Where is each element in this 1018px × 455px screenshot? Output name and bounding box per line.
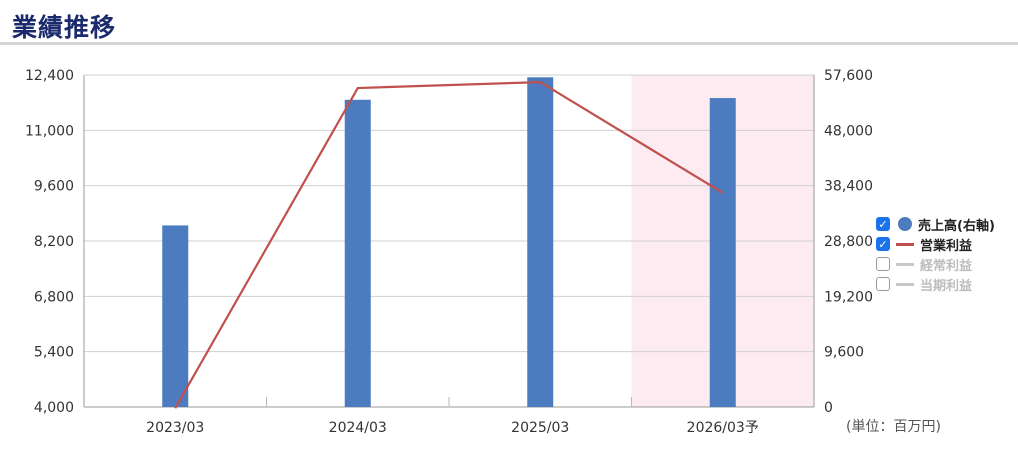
sales-bar [709,98,736,408]
sales-checkbox[interactable]: ✓ [876,217,890,231]
legend-item-operating-profit[interactable]: ✓ 営業利益 [876,234,995,254]
left-axis-tick-label: 8,200 [34,234,74,250]
chart-legend: ✓ 売上高(右軸) ✓ 営業利益 経常利益 当期利益 [876,214,995,294]
left-axis-tick-label: 9,600 [34,179,74,195]
x-axis-tick-label: 2026/03予 [687,420,759,436]
right-axis-tick-label: 9,600 [824,345,864,361]
right-axis-tick-label: 48,000 [824,123,873,139]
left-axis-tick-label: 11,000 [25,123,74,139]
net-profit-checkbox[interactable] [876,277,890,291]
sales-dot-icon [898,217,912,231]
right-axis-tick-label: 0 [824,400,833,416]
sales-bar [527,77,554,408]
operating-profit-line [174,81,724,409]
left-axis-tick-label: 6,800 [34,289,74,305]
left-axis-tick-label: 4,000 [34,400,74,416]
legend-label-ordinary-profit: 経常利益 [920,258,973,274]
operating-profit-checkbox[interactable]: ✓ [876,237,890,251]
ordinary-profit-checkbox[interactable] [876,257,890,271]
sales-bar [344,99,371,407]
ordinary-profit-line-icon [896,262,914,266]
legend-item-ordinary-profit[interactable]: 経常利益 [876,254,995,274]
sales-bar [162,225,189,407]
legend-label-sales: 売上高(右軸) [918,218,995,234]
right-axis-tick-label: 28,800 [824,234,873,250]
legend-label-net-profit: 当期利益 [920,278,973,294]
x-axis-tick-label: 2025/03 [511,420,569,436]
page-title: 業績推移 [12,13,117,42]
title-divider [0,42,1018,45]
legend-label-operating-profit: 営業利益 [920,238,973,254]
legend-item-net-profit[interactable]: 当期利益 [876,274,995,294]
right-axis-tick-label: 38,400 [824,179,873,195]
net-profit-line-icon [896,282,914,286]
left-axis-tick-label: 5,400 [34,345,74,361]
legend-item-sales[interactable]: ✓ 売上高(右軸) [876,214,995,234]
x-axis-tick-label: 2023/03 [146,420,204,436]
right-axis-tick-label: 19,200 [824,289,873,305]
unit-note: (単位：百万円) [846,419,941,435]
operating-profit-line-icon [896,242,914,246]
left-axis-tick-label: 12,400 [25,68,74,84]
x-axis-tick-label: 2024/03 [329,420,387,436]
right-axis-tick-label: 57,600 [824,68,873,84]
